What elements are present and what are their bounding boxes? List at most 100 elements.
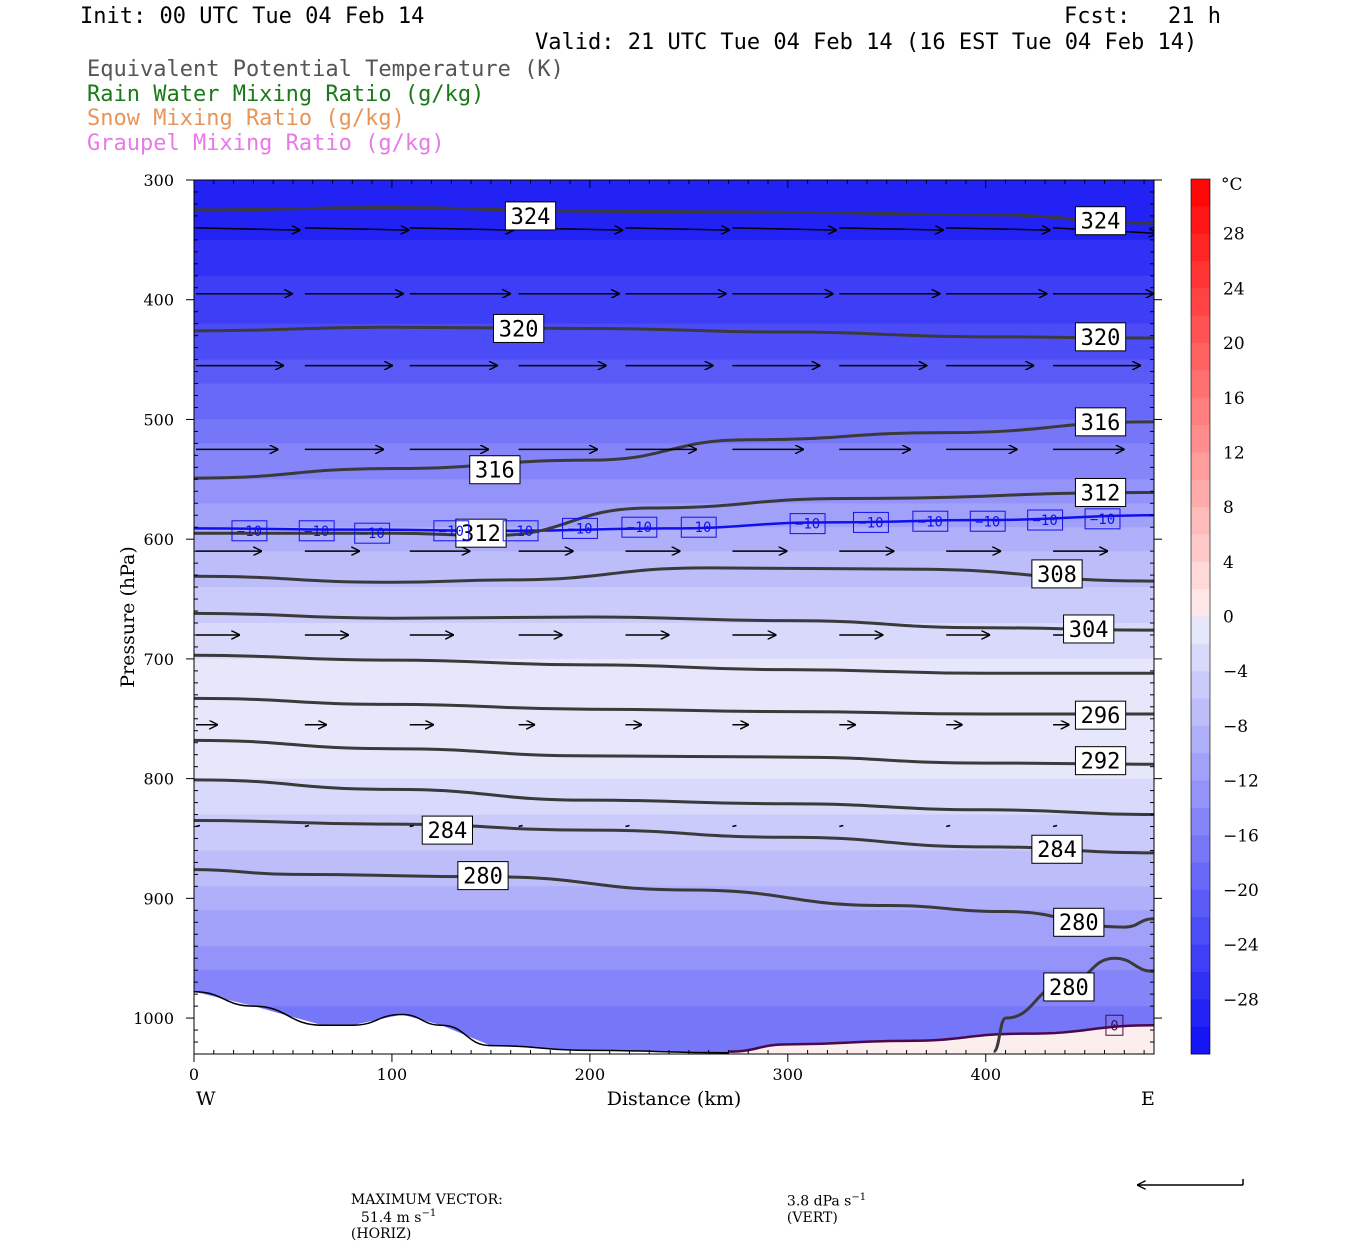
isotherm-label: −10 [304,524,329,540]
theta-e-label-box [469,455,521,485]
y-axis-label: Pressure (hPa) [117,546,139,688]
temperature-band [194,1006,1154,1019]
colorbar-segment [1191,507,1210,535]
temperature-band [194,874,1154,887]
colorbar-tick-label: −20 [1223,881,1259,901]
theta-e-label-box [492,313,545,343]
theta-e-label-box [455,518,507,548]
isotherm-label-box [789,513,826,535]
theta-e-label: 308 [1037,563,1077,588]
theta-e-label-box [1063,614,1115,644]
theta-e-label-box [1031,559,1083,589]
colorbar-tick-label: 20 [1223,334,1245,354]
theta-e-label-box [1074,700,1127,730]
temperature-band [194,898,1154,911]
isotherm-label: 0 [1110,1018,1118,1034]
temperature-band [194,970,1154,983]
theta-e-label: 292 [1081,750,1121,775]
theta-e-contour-292 [194,738,1154,766]
isotherm-label: −10 [359,526,384,542]
surface-line [194,990,729,1054]
wind-vector [732,228,837,230]
temperature-band [194,802,1154,816]
temperature-band [194,479,1154,492]
theta-e-label: 312 [1081,481,1121,506]
isotherm-label-box [969,510,1006,532]
colorbar-segment [1191,917,1210,946]
colorbar-segment [1191,288,1210,317]
colorbar-segment [1191,561,1210,590]
wind-vector-dot [946,824,951,828]
theta-e-label: 280 [1049,976,1089,1001]
y-tick-label: 900 [143,889,174,908]
max-vector-label: MAXIMUM VECTOR: [350,1192,503,1208]
y-tick-label: 800 [143,770,174,789]
theta-e-label: 320 [1081,326,1121,351]
isotherm-label-box [562,517,598,539]
colorbar-segment [1191,862,1210,891]
temperature-band [194,706,1154,720]
colorbar-tick-label: 4 [1223,553,1234,573]
legend-rain-water: Rain Water Mixing Ratio (g/kg) [87,82,485,107]
theta-e-label-box [1074,746,1127,776]
colorbar-segment [1191,452,1210,481]
temperature-band [194,275,1154,289]
isotherm-label-box [1084,508,1121,530]
x-axis-label: Distance (km) [607,1088,742,1110]
theta-e-label: 280 [463,865,503,890]
wind-vector [304,228,410,230]
colorbar-tick-label: −4 [1223,662,1248,682]
temperature-band [194,718,1154,732]
theta-e-contour-288 [194,778,1154,817]
theta-e-label: 296 [1081,704,1121,729]
y-tick-label: 1000 [133,1009,174,1028]
x-tick-label: 300 [773,1065,804,1084]
temperature-band [194,599,1154,612]
valid-time: Valid: 21 UTC Tue 04 Feb 14 (16 EST Tue … [535,30,1198,55]
temperature-band [194,299,1154,313]
colorbar-segment [1191,370,1210,399]
isotherm-label-box [1027,509,1064,531]
temperature-band [194,539,1154,552]
temperature-band [194,419,1154,433]
colorbar-segment [1191,206,1210,235]
theta-e-label-box [1043,972,1095,1002]
isotherm-label: −10 [237,524,262,540]
colorbar-segment [1191,807,1210,836]
east-label: E [1141,1088,1155,1110]
theta-e-contour-284 [194,819,1154,855]
colorbar-segment [1191,780,1210,809]
colorbar-segment [1191,671,1210,700]
temperature-band [194,682,1154,696]
temperature-band [194,491,1154,504]
x-tick-label: 0 [189,1065,199,1084]
colorbar: 28 24 20 16 12 8 4 0 −4 −8 −12 −16 −20 −24 −28 [1190,178,1259,1055]
wind-vector-dot [304,824,310,828]
footer-vert-vector: 3.8 dPa s−1 (VERT) [778,1176,866,1226]
theta-e-label: 316 [475,459,515,484]
colorbar-segment [1191,479,1210,508]
colorbar-tick-label: −12 [1223,772,1259,792]
theta-e-label: 280 [1059,911,1099,936]
isotherm-label: −10 [1090,512,1115,528]
colorbar-unit: °C [1221,175,1243,195]
colorbar-segment [1191,179,1210,207]
colorbar-segment [1191,315,1210,344]
temperature-shading [194,180,1154,1054]
isotherm-label-box [231,520,268,542]
colorbar-segment [1191,753,1210,782]
isotherm-label-box [853,511,889,533]
theta-e-label-box [1074,206,1127,236]
colorbar-segment [1191,343,1210,371]
wind-vector-dot [518,824,523,828]
wind-vector-dot [625,824,630,828]
colorbar-segment [1191,425,1210,453]
temperature-band [194,263,1154,277]
wind-vector-dot [732,824,737,828]
colorbar-segment [1191,835,1210,864]
isotherm-label: −10 [918,514,943,530]
temperature-band [194,994,1154,1007]
legend-theta-e: Equivalent Potential Temperature (K) [87,57,564,82]
y-tick-label: 700 [143,650,174,669]
colorbar-tick-label: −16 [1223,826,1259,846]
